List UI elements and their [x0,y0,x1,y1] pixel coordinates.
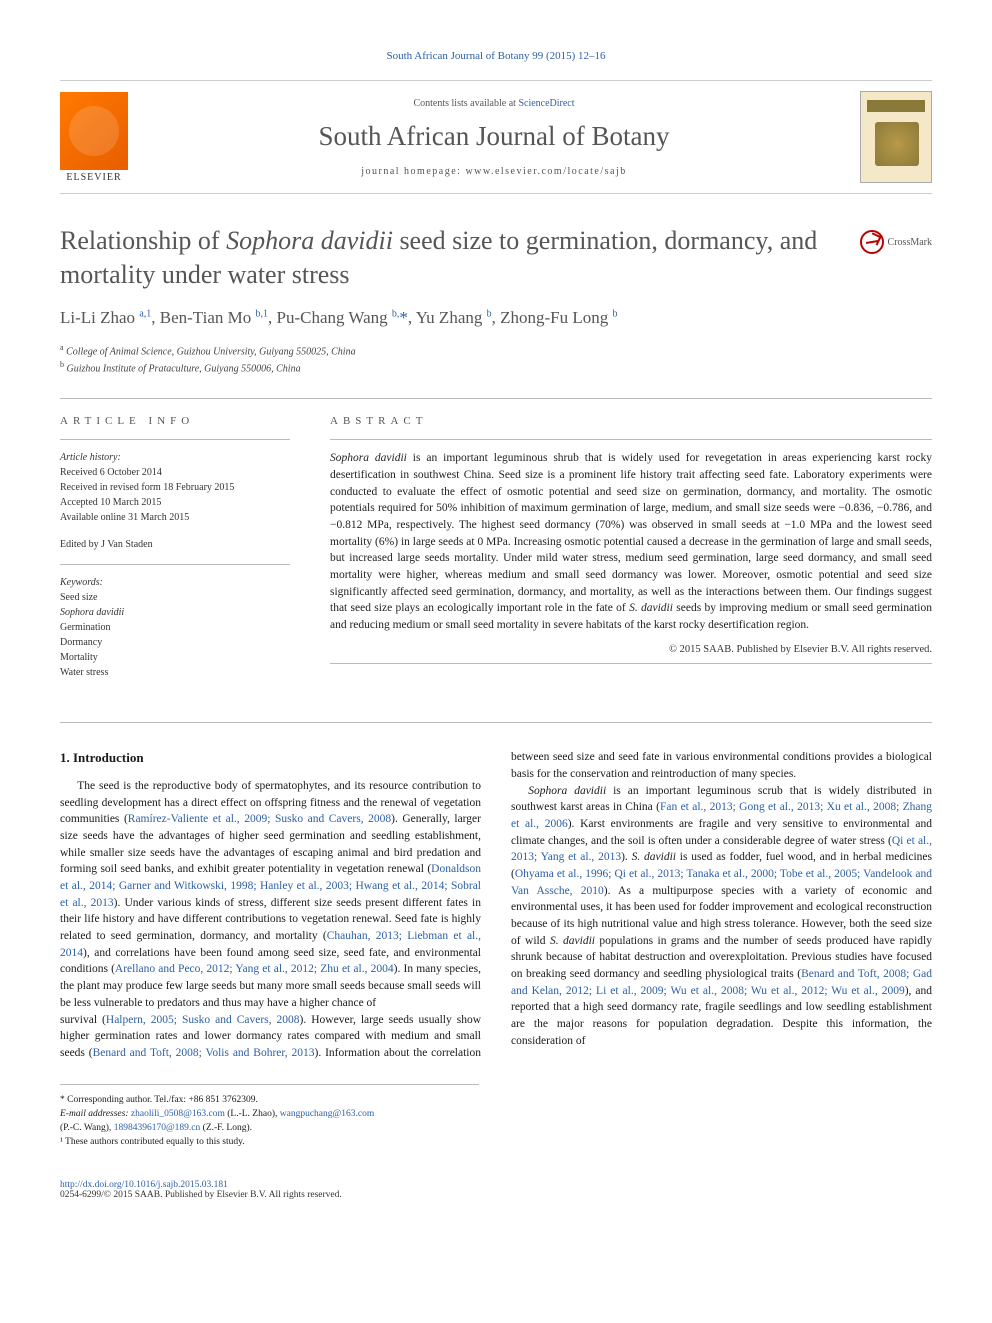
affiliation-b: b Guizhou Institute of Prataculture, Gui… [60,359,932,376]
equal-contribution-note: ¹ These authors contributed equally to t… [60,1135,479,1149]
journal-homepage-url[interactable]: www.elsevier.com/locate/sajb [465,166,626,177]
keyword: Sophora davidii [60,605,290,620]
keyword: Dormancy [60,635,290,650]
history-online: Available online 31 March 2015 [60,510,290,525]
keywords-label: Keywords: [60,575,290,590]
history-label: Article history: [60,450,290,465]
article-info-heading: ARTICLE INFO [60,415,290,427]
publisher-name: ELSEVIER [60,172,128,183]
journal-name: South African Journal of Botany [128,121,860,152]
email-link[interactable]: zhaolili_0508@163.com [131,1109,225,1119]
divider [60,398,932,399]
sciencedirect-link[interactable]: ScienceDirect [518,98,574,109]
header-citation[interactable]: South African Journal of Botany 99 (2015… [60,50,932,62]
abstract-copyright: © 2015 SAAB. Published by Elsevier B.V. … [330,644,932,655]
article-info-sidebar: ARTICLE INFO Article history: Received 6… [60,415,290,692]
body-columns: 1. Introduction The seed is the reproduc… [60,749,932,1061]
abstract-text: Sophora davidii is an important legumino… [330,450,932,633]
email-link[interactable]: 18984396170@189.cn [114,1123,201,1133]
affiliations: a College of Animal Science, Guizhou Uni… [60,342,932,377]
banner-center: Contents lists available at ScienceDirec… [128,98,860,177]
issn-copyright: 0254-6299/© 2015 SAAB. Published by Else… [60,1190,932,1200]
keyword: Water stress [60,665,290,680]
section-heading-intro: 1. Introduction [60,749,481,768]
page-footer: http://dx.doi.org/10.1016/j.sajb.2015.03… [60,1180,932,1200]
abstract-heading: ABSTRACT [330,415,932,427]
history-accepted: Accepted 10 March 2015 [60,495,290,510]
body-para: The seed is the reproductive body of spe… [60,778,481,1011]
crossmark-icon [860,230,884,254]
keyword: Germination [60,620,290,635]
email-link[interactable]: wangpuchang@163.com [280,1109,375,1119]
journal-banner: ELSEVIER Contents lists available at Sci… [60,80,932,194]
journal-homepage: journal homepage: www.elsevier.com/locat… [128,166,860,177]
abstract-column: ABSTRACT Sophora davidii is an important… [330,415,932,692]
body-para: Sophora davidii is an important legumino… [511,783,932,1050]
keyword: Seed size [60,590,290,605]
contents-line: Contents lists available at ScienceDirec… [128,98,860,109]
corresponding-note: * Corresponding author. Tel./fax: +86 85… [60,1093,479,1107]
crossmark-badge[interactable]: CrossMark [860,230,932,254]
publisher-logo-block: ELSEVIER [60,92,128,183]
author-list: Li-Li Zhao a,1, Ben-Tian Mo b,1, Pu-Chan… [60,308,932,328]
article-title: Relationship of Sophora davidii seed siz… [60,224,840,292]
history-revised: Received in revised form 18 February 201… [60,480,290,495]
keyword: Mortality [60,650,290,665]
footnotes: * Corresponding author. Tel./fax: +86 85… [60,1084,479,1150]
doi-link[interactable]: http://dx.doi.org/10.1016/j.sajb.2015.03… [60,1180,228,1190]
edited-by: Edited by J Van Staden [60,537,290,552]
elsevier-tree-icon [60,92,128,170]
email-addresses: E-mail addresses: zhaolili_0508@163.com … [60,1107,479,1121]
affiliation-a: a College of Animal Science, Guizhou Uni… [60,342,932,359]
journal-cover-thumbnail [860,91,932,183]
history-received: Received 6 October 2014 [60,465,290,480]
